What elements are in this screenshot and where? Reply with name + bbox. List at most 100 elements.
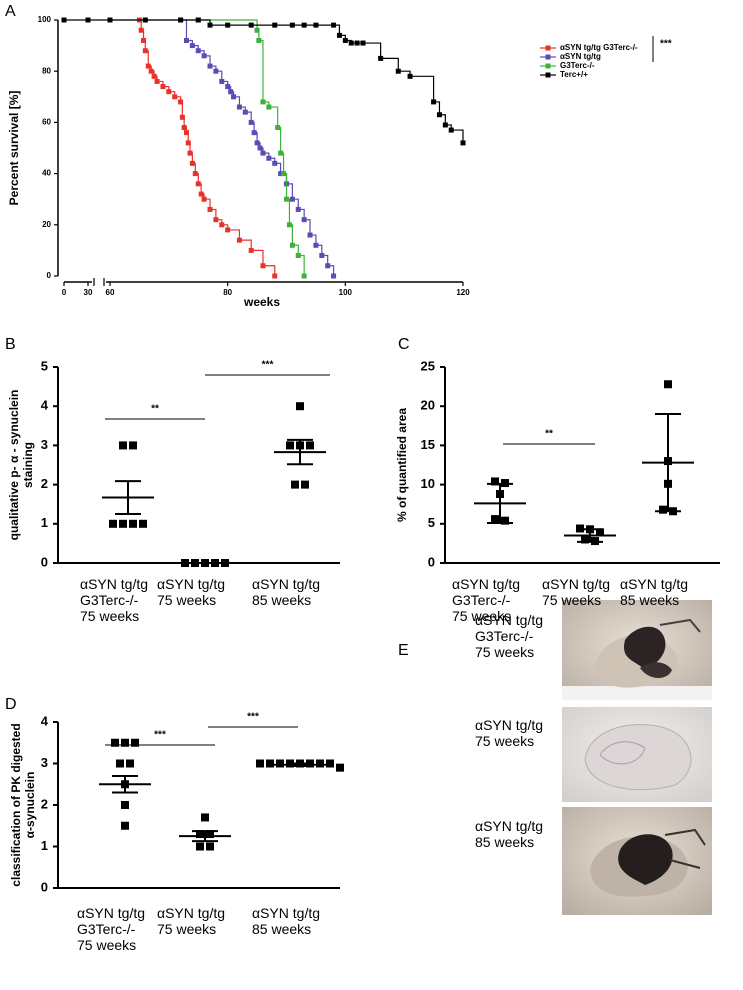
censor-marker bbox=[142, 17, 148, 23]
censor-marker bbox=[207, 206, 213, 212]
censor-marker bbox=[442, 122, 448, 128]
step-line bbox=[110, 19, 305, 276]
y-tick-label: 20 bbox=[421, 398, 435, 413]
censor-marker bbox=[286, 222, 292, 228]
censor-marker bbox=[331, 22, 337, 28]
data-point bbox=[286, 441, 294, 450]
censor-marker bbox=[198, 191, 204, 197]
censor-marker bbox=[278, 171, 284, 177]
data-point bbox=[336, 763, 344, 772]
y-tick-label: 4 bbox=[41, 398, 49, 413]
step-line bbox=[180, 19, 335, 276]
censor-marker bbox=[85, 17, 91, 23]
censor-marker bbox=[225, 22, 231, 28]
y-axis-label: classification of PK digested α-synuclei… bbox=[9, 723, 37, 887]
x-tick-label: αSYN tg/tg 75 weeks bbox=[157, 905, 226, 937]
y-tick-label: 1 bbox=[41, 515, 48, 530]
censor-marker bbox=[254, 140, 260, 146]
legend-marker bbox=[545, 72, 551, 78]
data-point bbox=[664, 380, 672, 389]
x-tick-label: αSYN tg/tg 85 weeks bbox=[620, 576, 689, 608]
censor-marker bbox=[183, 130, 189, 136]
censor-marker bbox=[431, 99, 437, 105]
censor-marker bbox=[236, 104, 242, 110]
significance-label: *** bbox=[660, 39, 672, 50]
censor-marker bbox=[278, 150, 284, 156]
censor-marker bbox=[213, 68, 219, 74]
data-point bbox=[131, 738, 139, 747]
censor-marker bbox=[295, 253, 301, 259]
censor-marker bbox=[348, 40, 354, 46]
data-point bbox=[129, 519, 137, 528]
y-tick-label: 2 bbox=[41, 476, 48, 491]
data-point bbox=[316, 759, 324, 768]
censor-marker bbox=[154, 78, 160, 84]
censor-marker bbox=[242, 109, 248, 115]
data-point bbox=[296, 402, 304, 411]
y-tick-label: 2 bbox=[41, 796, 48, 811]
censor-marker bbox=[207, 63, 213, 69]
x-tick-label: 60 bbox=[106, 288, 115, 297]
data-point bbox=[256, 759, 264, 768]
significance-label: ** bbox=[545, 429, 553, 440]
significance-label: *** bbox=[262, 360, 274, 371]
data-point bbox=[109, 519, 117, 528]
legend-marker bbox=[545, 63, 551, 69]
censor-marker bbox=[138, 27, 144, 33]
y-tick-label: 5 bbox=[428, 515, 435, 530]
data-point bbox=[111, 738, 119, 747]
data-point bbox=[596, 528, 604, 537]
censor-marker bbox=[284, 196, 289, 202]
censor-marker bbox=[178, 17, 184, 23]
y-tick-label: 10 bbox=[421, 476, 435, 491]
censor-marker bbox=[331, 273, 337, 279]
y-tick-label: 80 bbox=[42, 66, 51, 75]
censor-marker bbox=[251, 130, 257, 136]
censor-marker bbox=[378, 55, 384, 61]
censor-marker bbox=[395, 68, 401, 74]
y-axis-label: % of quantified area bbox=[395, 407, 409, 523]
data-point bbox=[301, 480, 309, 489]
legend-marker bbox=[545, 54, 551, 60]
censor-marker bbox=[289, 242, 295, 248]
data-point bbox=[306, 441, 314, 450]
data-point bbox=[326, 759, 334, 768]
censor-marker bbox=[272, 273, 278, 279]
censor-marker bbox=[141, 37, 147, 43]
data-point bbox=[491, 477, 499, 486]
y-axis-label: Percent survival [%] bbox=[7, 90, 21, 206]
x-tick-label: αSYN tg/tg G3Terc-/- 75 weeks bbox=[452, 576, 521, 624]
y-tick-label: 20 bbox=[42, 220, 51, 229]
censor-marker bbox=[179, 114, 185, 120]
legend-label: G3Terc-/- bbox=[560, 61, 595, 70]
y-tick-label: 40 bbox=[42, 169, 51, 178]
censor-marker bbox=[213, 217, 219, 223]
data-point bbox=[119, 519, 127, 528]
y-tick-label: 60 bbox=[42, 118, 51, 127]
legend-label: Terc+/+ bbox=[560, 70, 588, 79]
censor-marker bbox=[107, 17, 113, 23]
data-point bbox=[121, 821, 129, 830]
censor-marker bbox=[460, 140, 466, 146]
x-tick-label: αSYN tg/tg 75 weeks bbox=[542, 576, 611, 608]
data-point bbox=[126, 759, 134, 768]
data-point bbox=[201, 813, 209, 822]
censor-marker bbox=[225, 227, 231, 233]
censor-marker bbox=[301, 273, 307, 279]
censor-marker bbox=[342, 37, 348, 43]
censor-marker bbox=[195, 17, 201, 23]
data-point bbox=[501, 516, 509, 525]
censor-marker bbox=[360, 40, 366, 46]
brain-image-3 bbox=[562, 807, 712, 915]
data-point bbox=[116, 759, 124, 768]
data-point bbox=[206, 842, 214, 851]
legend-label: αSYN tg/tg bbox=[560, 52, 601, 61]
y-tick-label: 3 bbox=[41, 437, 48, 452]
censor-marker bbox=[178, 99, 184, 105]
data-point bbox=[196, 830, 204, 839]
censor-marker bbox=[195, 48, 201, 54]
y-tick-label: 0 bbox=[41, 879, 48, 894]
censor-marker bbox=[319, 253, 325, 259]
censor-marker bbox=[228, 89, 234, 95]
y-tick-label: 1 bbox=[41, 838, 48, 853]
